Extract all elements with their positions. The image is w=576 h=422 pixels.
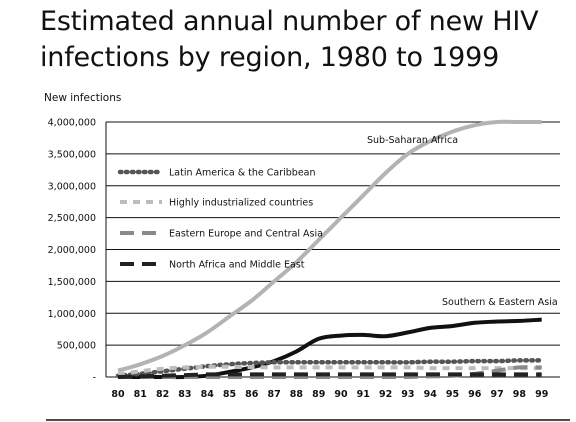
legend-label: Eastern Europe and Central Asia [169,229,323,240]
chart-title-line2: infections by region, 1980 to 1999 [40,42,500,73]
y-tick-label: - [93,373,96,384]
x-tick-label: 95 [446,389,459,400]
legend-label: Highly industrialized countries [169,198,313,209]
x-tick-label: 91 [357,389,370,400]
y-tick-label: 3,000,000 [48,181,96,192]
x-tick-label: 99 [535,389,548,400]
x-tick-label: 85 [223,389,236,400]
y-tick-label: 2,500,000 [48,213,96,224]
y-tick-label: 3,500,000 [48,149,96,160]
x-axis-ticks: 80 81 82 83 84 85 86 87 88 89 90 91 92 93 94 95 96 97 98 99 [111,389,548,400]
x-tick-label: 88 [290,389,304,400]
chart-title: Estimated annual number of new HIV infec… [40,4,570,76]
x-tick-label: 96 [468,389,482,400]
x-tick-label: 94 [424,389,438,400]
x-tick-label: 86 [245,389,259,400]
x-tick-label: 87 [267,389,280,400]
legend: Latin America & the Caribbean Highly indu… [117,168,323,271]
x-tick-label: 97 [490,389,503,400]
chart-title-line1: Estimated annual number of new HIV [40,6,539,37]
y-tick-label: 500,000 [57,341,96,352]
series-line-0 [117,119,542,373]
x-tick-label: 80 [111,389,125,400]
y-axis-label: New infections [44,92,122,104]
x-tick-label: 90 [334,389,348,400]
y-tick-label: 2,000,000 [48,245,96,256]
x-tick-label: 82 [156,389,169,400]
grid-lines [105,121,560,378]
y-axis-ticks: - 500,000 1,000,000 1,500,000 2,000,000 2,500… [48,118,96,384]
x-tick-label: 81 [134,389,147,400]
x-tick-label: 83 [178,389,191,400]
series-line-3 [117,364,542,377]
x-tick-label: 98 [513,389,527,400]
x-tick-label: 84 [201,389,215,400]
x-tick-label: 93 [401,389,414,400]
legend-label: Latin America & the Caribbean [169,168,316,179]
legend-label: North Africa and Middle East [169,260,305,271]
annotation-southern-eastern-asia: Southern & Eastern Asia [442,297,558,308]
y-tick-label: 4,000,000 [48,118,96,129]
series-line-5 [117,372,542,379]
annotations: Sub-Saharan Africa Southern & Eastern Asi… [367,135,558,308]
y-tick-label: 1,500,000 [48,277,96,288]
x-tick-label: 92 [379,389,392,400]
series-lines [115,119,544,380]
x-tick-label: 89 [312,389,325,400]
y-tick-label: 1,000,000 [48,309,96,320]
annotation-sub-saharan-africa: Sub-Saharan Africa [367,135,458,146]
